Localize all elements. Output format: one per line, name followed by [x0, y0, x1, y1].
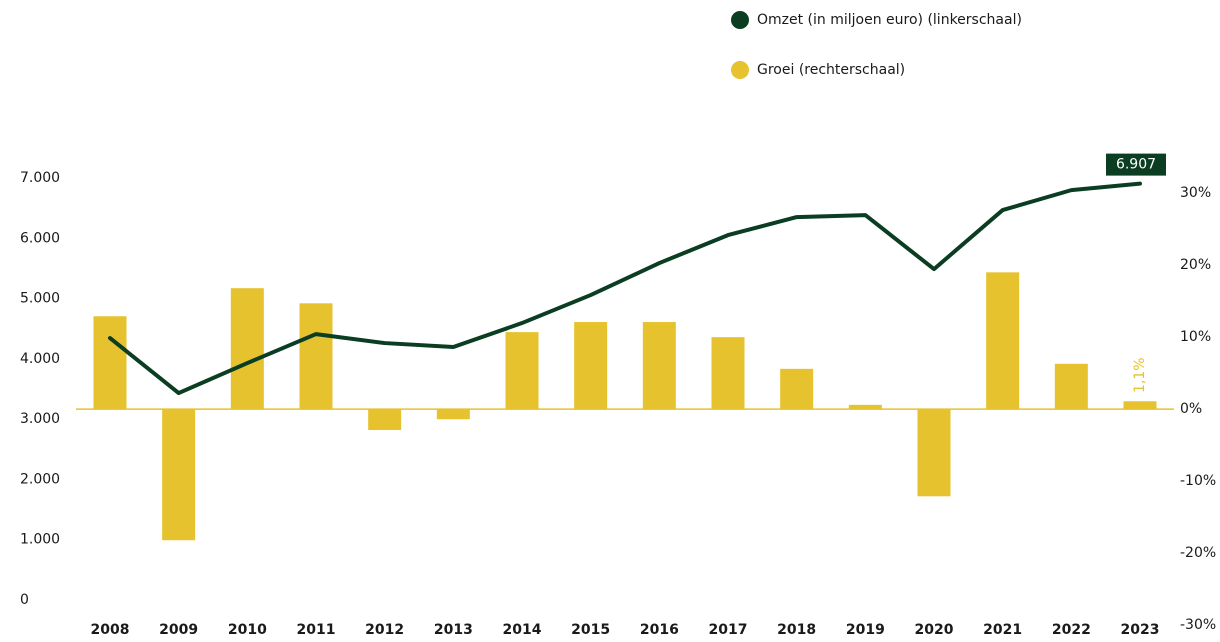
x-tick-label: 2018 — [777, 622, 816, 638]
data-label-box — [1106, 153, 1166, 176]
x-tick-label: 2008 — [91, 622, 130, 638]
legend-label: Groei (rechterschaal) — [757, 62, 905, 78]
bar — [230, 288, 264, 410]
bar — [299, 303, 333, 410]
x-tick-label: 2016 — [640, 622, 679, 638]
bar — [368, 409, 402, 431]
x-tick-label: 2014 — [503, 622, 542, 638]
bar — [436, 409, 470, 420]
bar — [93, 316, 127, 410]
bar — [986, 272, 1020, 410]
y-tick-label: 7.000 — [20, 170, 60, 186]
x-tick-label: 2012 — [365, 622, 404, 638]
bar — [1054, 363, 1088, 410]
line — [108, 181, 1142, 396]
x-tick-label: 2020 — [915, 622, 954, 638]
data-label: 6.907 — [1116, 157, 1156, 173]
x-tick-label: 2011 — [297, 622, 336, 638]
bar — [848, 404, 882, 410]
x-tick-label: 2010 — [228, 622, 267, 638]
y2-tick-label: -30% — [1180, 617, 1216, 633]
y-tick-label: 4.000 — [20, 351, 60, 367]
y-tick-label: 1.000 — [20, 532, 60, 548]
bar — [711, 337, 745, 410]
bar — [162, 409, 196, 541]
bar — [574, 322, 608, 410]
x-tick-label: 2022 — [1052, 622, 1091, 638]
bar — [505, 332, 539, 410]
y2-tick-label: -20% — [1180, 545, 1216, 561]
y-tick-label: 6.000 — [20, 230, 60, 246]
y2-tick-label: 10% — [1180, 329, 1211, 345]
bar — [642, 322, 676, 410]
y2-tick-label: 30% — [1180, 185, 1211, 201]
legend-label: Omzet (in miljoen euro) (linkerschaal) — [757, 12, 1022, 28]
y-tick-label: 2.000 — [20, 471, 60, 487]
y-tick-label: 3.000 — [20, 411, 60, 427]
x-tick-label: 2009 — [159, 622, 198, 638]
y-tick-label: 0 — [20, 592, 29, 608]
x-tick-label: 2013 — [434, 622, 473, 638]
y-tick-label: 5.000 — [20, 291, 60, 307]
x-tick-label: 2021 — [983, 622, 1022, 638]
x-tick-label: 2019 — [846, 622, 885, 638]
y2-tick-label: 0% — [1180, 401, 1202, 417]
bar — [917, 409, 951, 497]
x-tick-label: 2017 — [709, 622, 748, 638]
bar — [1123, 401, 1157, 410]
x-tick-label: 2015 — [571, 622, 610, 638]
legend-marker — [731, 61, 749, 79]
bar — [780, 368, 814, 410]
y2-tick-label: -10% — [1180, 473, 1216, 489]
x-tick-label: 2023 — [1121, 622, 1160, 638]
legend-marker — [731, 11, 749, 29]
y2-tick-label: 20% — [1180, 257, 1211, 273]
data-label: 1,1% — [1132, 357, 1148, 393]
